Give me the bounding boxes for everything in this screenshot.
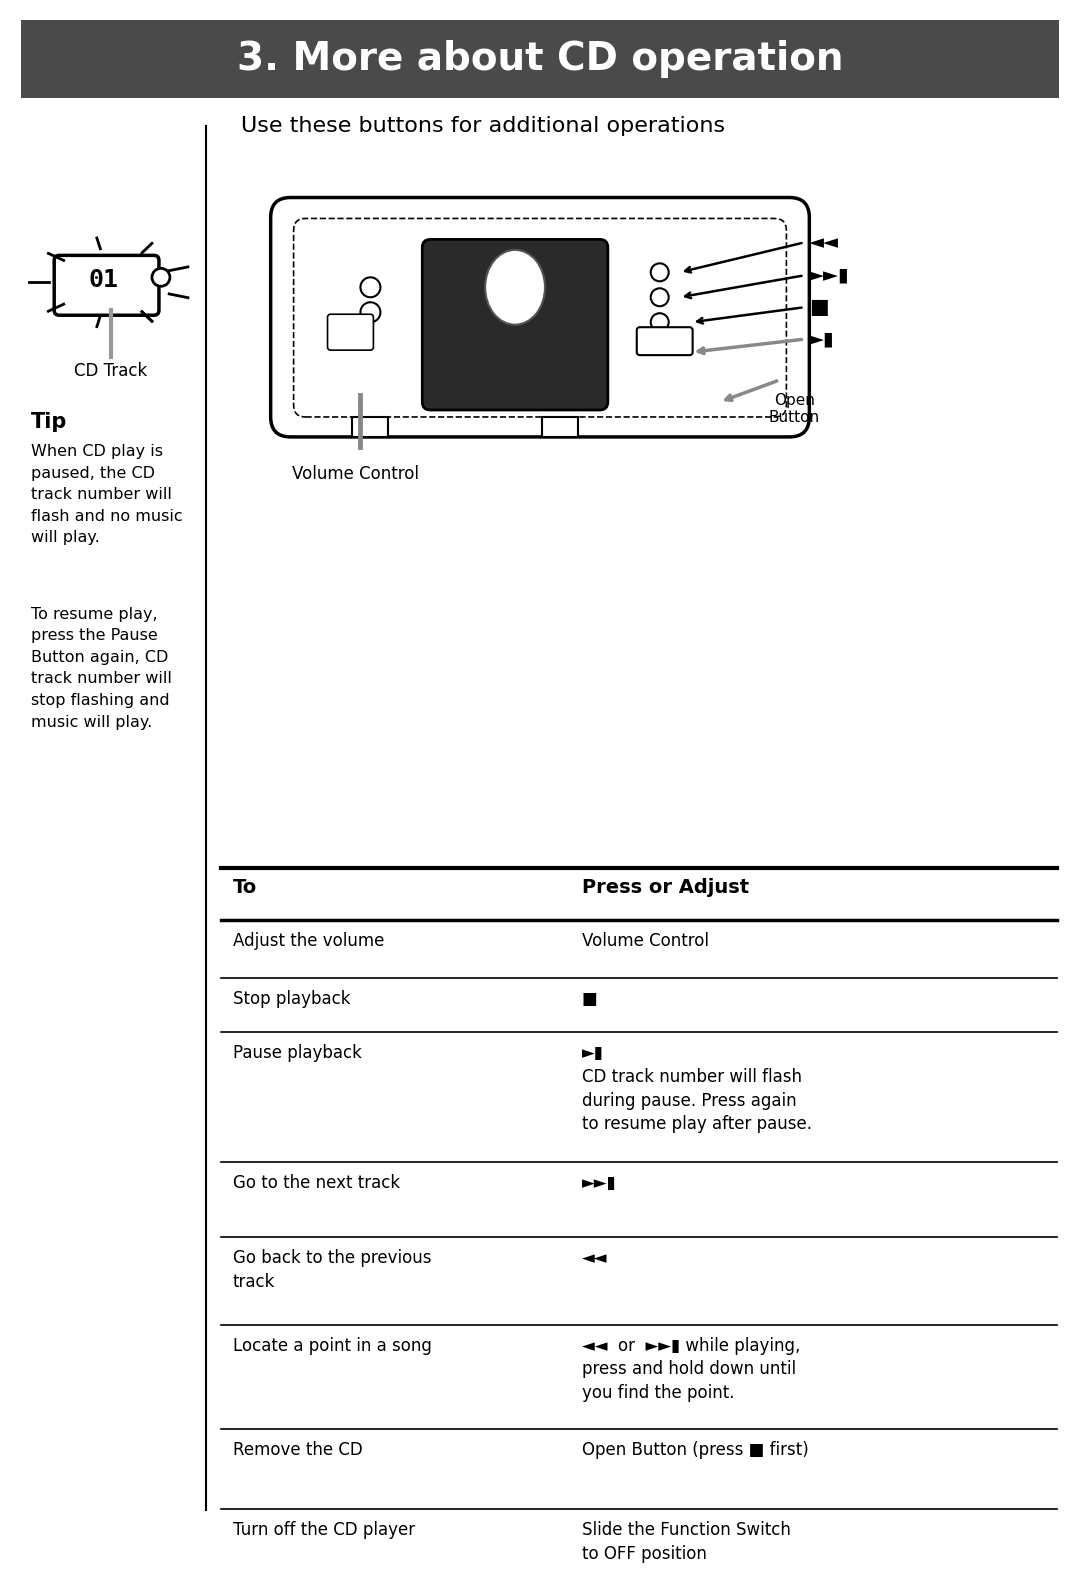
Circle shape — [361, 302, 380, 323]
Bar — [542, 417, 578, 438]
FancyBboxPatch shape — [271, 197, 809, 438]
Text: Remove the CD: Remove the CD — [233, 1442, 363, 1459]
Circle shape — [152, 268, 170, 286]
Text: ◄◄: ◄◄ — [809, 233, 839, 252]
FancyBboxPatch shape — [327, 315, 374, 349]
Text: Use these buttons for additional operations: Use these buttons for additional operati… — [241, 116, 725, 135]
Text: Adjust the volume: Adjust the volume — [233, 932, 384, 949]
Text: ►▮: ►▮ — [809, 329, 835, 349]
Bar — [352, 417, 389, 438]
Circle shape — [651, 263, 669, 282]
Text: 3. More about CD operation: 3. More about CD operation — [237, 39, 843, 77]
Text: ■: ■ — [582, 990, 597, 1007]
Text: Volume Control: Volume Control — [582, 932, 708, 949]
Text: Turn off the CD player: Turn off the CD player — [233, 1520, 415, 1539]
Text: ►▮
CD track number will flash
during pause. Press again
to resume play after pau: ►▮ CD track number will flash during pau… — [582, 1045, 812, 1133]
Text: ◄◄: ◄◄ — [582, 1248, 607, 1267]
Text: Pause playback: Pause playback — [233, 1045, 362, 1062]
Text: ■: ■ — [809, 297, 829, 318]
Text: Tip: Tip — [31, 412, 68, 431]
Ellipse shape — [485, 250, 545, 324]
Text: ►►▮: ►►▮ — [809, 266, 850, 285]
Text: Go back to the previous
track: Go back to the previous track — [233, 1248, 431, 1291]
Text: Stop playback: Stop playback — [233, 990, 350, 1007]
Text: To resume play,
press the Pause
Button again, CD
track number will
stop flashing: To resume play, press the Pause Button a… — [31, 606, 172, 729]
Text: Locate a point in a song: Locate a point in a song — [233, 1336, 432, 1355]
Text: When CD play is
paused, the CD
track number will
flash and no music
will play.: When CD play is paused, the CD track num… — [31, 444, 183, 545]
Text: Slide the Function Switch
to OFF position: Slide the Function Switch to OFF positio… — [582, 1520, 791, 1563]
Text: 01: 01 — [89, 268, 118, 293]
Text: CD Track: CD Track — [75, 362, 148, 379]
Circle shape — [651, 313, 669, 331]
Text: Press or Adjust: Press or Adjust — [582, 878, 750, 897]
Text: Open Button (press ■ first): Open Button (press ■ first) — [582, 1442, 809, 1459]
FancyBboxPatch shape — [54, 255, 159, 315]
Text: Open
Button: Open Button — [769, 394, 820, 425]
FancyBboxPatch shape — [637, 327, 692, 356]
Text: Volume Control: Volume Control — [292, 464, 419, 483]
FancyBboxPatch shape — [422, 239, 608, 409]
Text: ◄◄  or  ►►▮ while playing,
press and hold down until
you find the point.: ◄◄ or ►►▮ while playing, press and hold … — [582, 1336, 800, 1402]
Circle shape — [651, 288, 669, 307]
Text: ►►▮: ►►▮ — [582, 1174, 617, 1192]
Bar — [22, 20, 1058, 98]
Text: To: To — [233, 878, 257, 897]
Text: Go to the next track: Go to the next track — [233, 1174, 400, 1192]
Circle shape — [361, 277, 380, 297]
